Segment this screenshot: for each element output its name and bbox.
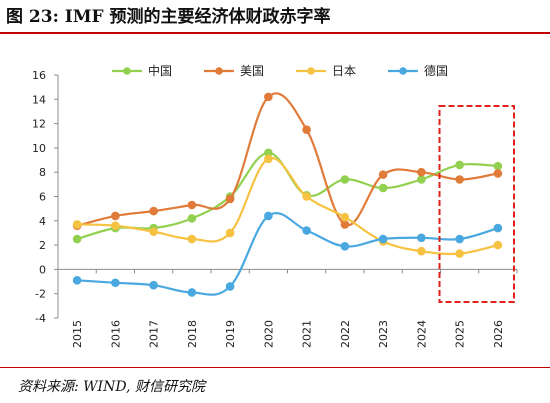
legend-label: 中国 <box>148 63 172 78</box>
data-point <box>378 170 388 179</box>
data-point <box>493 169 503 178</box>
series-line <box>76 151 498 241</box>
series-2 <box>72 154 503 258</box>
data-point <box>187 234 197 244</box>
data-point <box>264 211 273 221</box>
data-point <box>225 282 235 291</box>
data-point <box>455 249 464 258</box>
data-point <box>187 288 197 297</box>
y-tick-label: 16 <box>32 69 46 82</box>
legend-item: 日本 <box>296 64 356 78</box>
data-point <box>417 233 426 243</box>
y-tick-label: 4 <box>39 215 46 228</box>
data-point <box>187 200 197 210</box>
x-tick-label: 2019 <box>224 320 237 348</box>
data-point <box>302 226 311 235</box>
data-point <box>455 160 464 170</box>
data-point <box>417 175 426 184</box>
x-axis: 2015 2016 2017 2018 2019 2020 2021 2022 2023 2024… <box>57 268 518 348</box>
forecast-highlight <box>438 105 515 303</box>
legend-swatch-marker <box>215 67 223 75</box>
data-point <box>340 220 350 229</box>
legend-item: 中国 <box>112 63 172 78</box>
legend-item: 德国 <box>388 63 448 78</box>
legend-label: 德国 <box>424 63 448 78</box>
x-tick-label: 2018 <box>186 320 199 348</box>
data-point <box>340 242 350 251</box>
x-tick-label: 2026 <box>492 320 505 348</box>
data-point <box>149 206 158 216</box>
data-point <box>455 234 464 244</box>
x-tick-label: 2016 <box>109 320 122 348</box>
data-point <box>340 175 350 184</box>
y-tick-label: -4 <box>35 312 46 325</box>
data-point <box>378 234 388 244</box>
data-point <box>149 280 158 290</box>
series-layer <box>72 92 503 297</box>
y-tick-label: 10 <box>32 142 46 155</box>
source-note: 资料来源: WIND, 财信研究院 <box>18 379 205 395</box>
legend-swatch-marker <box>399 67 407 75</box>
series-1 <box>72 92 503 230</box>
legend-label: 美国 <box>240 64 264 78</box>
data-point <box>111 211 120 221</box>
data-point <box>72 234 82 244</box>
data-point <box>302 192 311 201</box>
data-point <box>417 167 426 177</box>
data-point <box>417 246 426 256</box>
y-tick-label: 6 <box>39 191 46 204</box>
chart-legend: 中国 美国 日本 德国 <box>112 63 448 78</box>
data-point <box>225 194 235 204</box>
legend-swatch-marker <box>123 67 131 75</box>
y-tick-label: 8 <box>39 166 46 179</box>
x-tick-label: 2024 <box>415 320 428 348</box>
forecast-box <box>438 105 515 303</box>
data-point <box>378 183 388 193</box>
data-point <box>493 223 503 233</box>
data-point <box>111 278 120 288</box>
data-point <box>187 214 197 223</box>
data-point <box>302 125 311 134</box>
x-tick-label: 2025 <box>454 320 467 348</box>
x-tick-label: 2020 <box>262 320 275 348</box>
x-tick-label: 2022 <box>339 320 352 348</box>
data-point <box>340 212 350 222</box>
x-tick-label: 2017 <box>148 320 161 348</box>
data-point <box>111 221 120 230</box>
data-point <box>72 220 82 229</box>
series-3 <box>72 211 503 297</box>
data-point <box>264 154 273 164</box>
y-tick-label: 14 <box>32 93 46 106</box>
y-tick-label: 12 <box>32 118 46 131</box>
y-tick-label: 2 <box>39 239 46 252</box>
data-point <box>149 227 158 237</box>
y-tick-label: -2 <box>35 288 46 301</box>
page-title: 图 23: IMF 预测的主要经济体财政赤字率 <box>6 7 331 27</box>
legend-item: 美国 <box>204 64 264 78</box>
data-point <box>225 228 235 238</box>
data-point <box>264 92 273 102</box>
x-tick-label: 2015 <box>71 320 84 348</box>
legend-swatch-marker <box>307 67 315 75</box>
data-point <box>72 276 82 285</box>
x-tick-label: 2023 <box>377 320 390 348</box>
x-tick-label: 2021 <box>301 320 314 348</box>
y-tick-label: 0 <box>39 263 46 276</box>
legend-label: 日本 <box>332 64 356 78</box>
y-axis: 16 14 12 10 8 6 4 2 0 -2 -4 <box>32 69 59 325</box>
data-point <box>493 161 503 171</box>
series-line <box>76 92 499 227</box>
data-point <box>455 175 464 184</box>
title-divider <box>0 32 550 34</box>
footer-divider <box>0 367 550 368</box>
data-point <box>493 240 503 250</box>
